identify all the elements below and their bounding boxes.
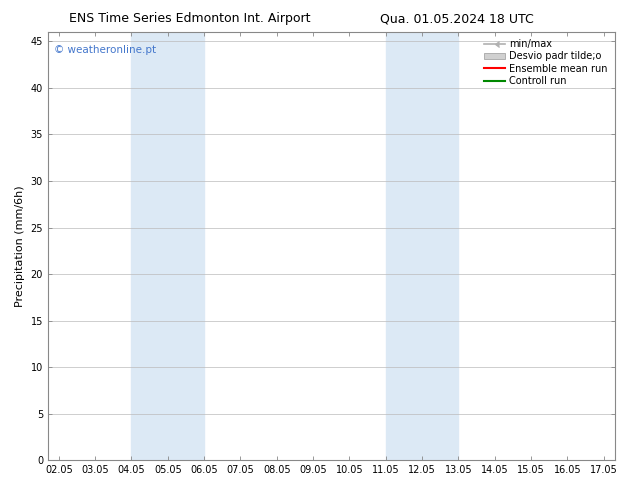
- Bar: [131, 32, 204, 460]
- Legend: min/max, Desvio padr tilde;o, Ensemble mean run, Controll run: min/max, Desvio padr tilde;o, Ensemble m…: [480, 35, 612, 90]
- Y-axis label: Precipitation (mm/6h): Precipitation (mm/6h): [15, 185, 25, 307]
- Text: ENS Time Series Edmonton Int. Airport: ENS Time Series Edmonton Int. Airport: [70, 12, 311, 25]
- Text: Qua. 01.05.2024 18 UTC: Qua. 01.05.2024 18 UTC: [380, 12, 533, 25]
- Bar: [385, 32, 458, 460]
- Text: © weatheronline.pt: © weatheronline.pt: [54, 45, 156, 55]
